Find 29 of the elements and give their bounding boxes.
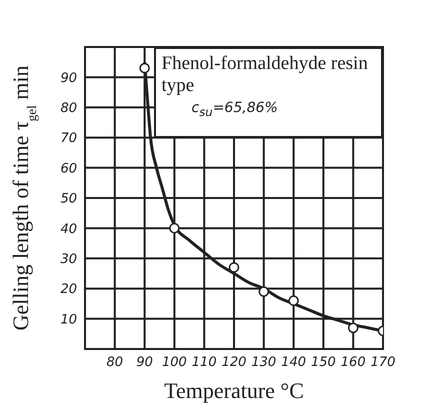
point bbox=[258, 286, 270, 297]
x-tick-label: 90 bbox=[136, 355, 153, 370]
point bbox=[169, 222, 180, 234]
x-axis-title: Temperature °C bbox=[164, 378, 304, 403]
y-tick-label: 40 bbox=[60, 222, 77, 237]
y-tick-label: 60 bbox=[60, 161, 77, 176]
point bbox=[348, 322, 358, 334]
point bbox=[139, 62, 150, 74]
y-tick-label: 70 bbox=[60, 131, 77, 146]
note-box: Fhenol-formaldehyde resin type c$_{su}$=65,86% bbox=[154, 47, 383, 138]
x-tick-label: 100 bbox=[162, 355, 187, 370]
point bbox=[288, 295, 299, 306]
x-tick-label: 140 bbox=[281, 355, 306, 370]
x-tick-label: 150 bbox=[310, 355, 336, 370]
y-tick-label: 20 bbox=[60, 282, 77, 298]
y-tick-label: 30 bbox=[60, 252, 77, 268]
x-tick-label: 130 bbox=[251, 355, 276, 370]
x-tick-label: 160 bbox=[340, 355, 366, 370]
y-tick-label: 80 bbox=[60, 101, 77, 116]
y-tick-label: 90 bbox=[60, 70, 77, 86]
y-tick-label: 10 bbox=[60, 312, 77, 328]
point bbox=[228, 262, 240, 273]
y-tick-label: 50 bbox=[60, 192, 77, 207]
x-tick-label: 80 bbox=[106, 355, 124, 370]
x-tick-label: 110 bbox=[192, 355, 217, 370]
x-tick-label: 120 bbox=[222, 355, 246, 370]
x-tick-label: 170 bbox=[370, 355, 396, 370]
annotation: c$_{su}$=65,86% bbox=[190, 99, 279, 121]
annotation: Fhenol-formaldehyde resin type bbox=[162, 53, 369, 97]
